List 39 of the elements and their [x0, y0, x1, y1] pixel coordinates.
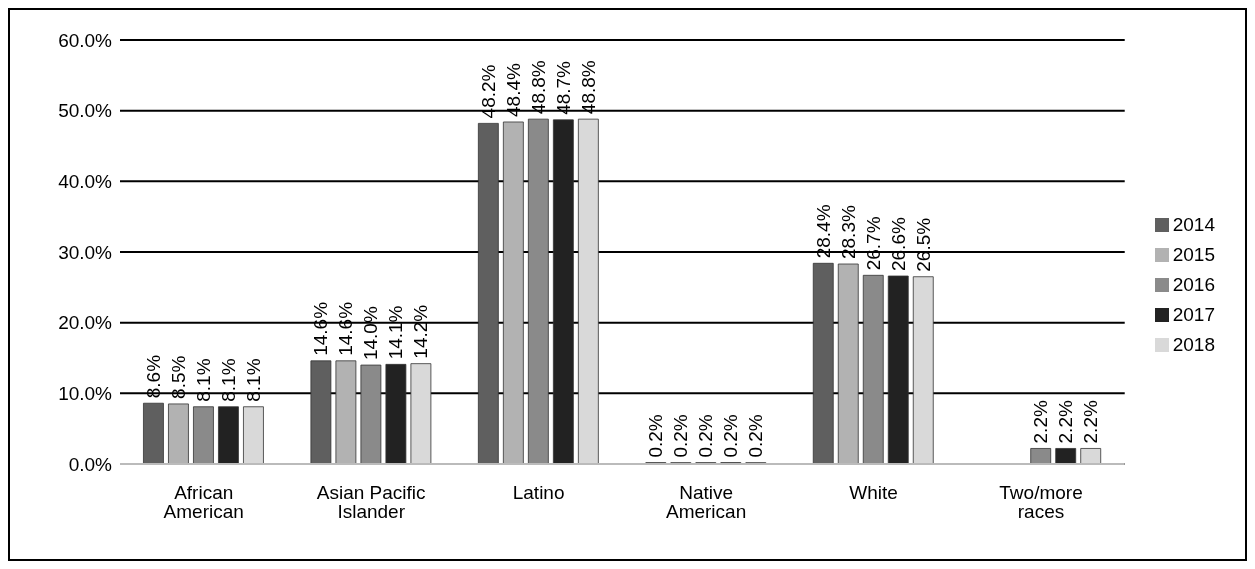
x-tick-label: White: [849, 482, 898, 504]
data-label: 48.8%: [577, 60, 599, 115]
x-tick-label: Two/more races: [999, 482, 1083, 523]
legend-label: 2016: [1172, 273, 1215, 295]
data-label: 0.2%: [695, 414, 717, 458]
data-label: 28.4%: [812, 204, 834, 259]
x-tick-label: African American: [163, 482, 244, 523]
data-label: 26.5%: [912, 217, 934, 272]
data-label: 2.2%: [1030, 400, 1052, 444]
x-tick-label: Latino: [512, 482, 565, 504]
x-tick-label: Asian Pacific Islander: [316, 482, 426, 523]
legend-label: 2014: [1172, 213, 1215, 235]
legend-label: 2017: [1172, 303, 1215, 325]
data-label: 48.8%: [527, 60, 549, 115]
data-label: 2.2%: [1080, 400, 1102, 444]
data-label: 14.6%: [310, 301, 332, 356]
legend-label: 2015: [1172, 243, 1215, 265]
data-label: 14.0%: [360, 306, 382, 361]
data-label: 8.5%: [167, 355, 189, 399]
data-label: 14.2%: [410, 304, 432, 359]
y-tick-label: 60.0%: [58, 29, 113, 51]
data-label: 14.6%: [335, 301, 357, 356]
y-tick-label: 10.0%: [58, 383, 113, 405]
data-label: 8.6%: [142, 354, 164, 399]
y-tick-label: 20.0%: [58, 312, 113, 334]
data-label: 0.2%: [645, 414, 667, 458]
legend-label: 2018: [1172, 333, 1215, 355]
data-label: 0.2%: [745, 414, 767, 458]
x-tick-label: Native American: [665, 482, 747, 523]
y-tick-label: 40.0%: [58, 171, 113, 193]
data-label: 0.2%: [670, 414, 692, 458]
data-label: 48.4%: [502, 62, 524, 117]
data-label: 0.2%: [720, 414, 742, 458]
y-tick-label: 0.0%: [68, 453, 113, 475]
data-label: 14.1%: [385, 305, 407, 360]
y-tick-label: 50.0%: [58, 100, 113, 122]
y-tick-label: 30.0%: [58, 241, 113, 263]
data-label: 2.2%: [1055, 400, 1077, 444]
data-label: 48.7%: [552, 60, 574, 115]
